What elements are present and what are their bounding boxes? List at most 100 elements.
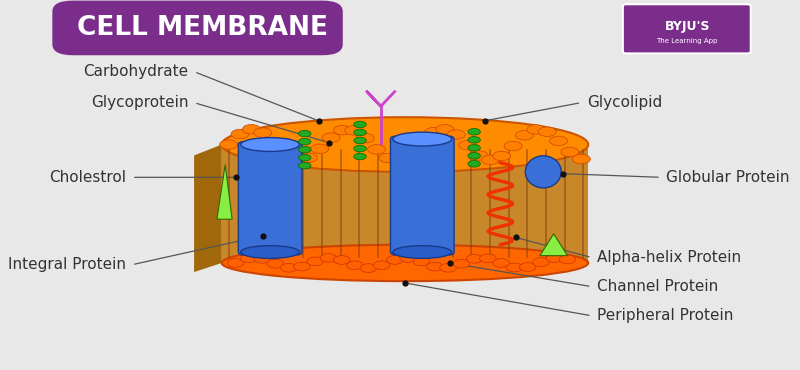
Circle shape: [298, 162, 311, 169]
Circle shape: [374, 261, 390, 270]
Ellipse shape: [393, 246, 452, 258]
Circle shape: [354, 137, 366, 144]
Circle shape: [354, 145, 366, 152]
Circle shape: [425, 128, 442, 137]
Circle shape: [334, 256, 350, 264]
Circle shape: [220, 140, 238, 149]
Circle shape: [345, 126, 362, 135]
Circle shape: [413, 137, 431, 147]
FancyBboxPatch shape: [390, 136, 454, 255]
Circle shape: [320, 253, 337, 262]
FancyBboxPatch shape: [623, 4, 750, 53]
FancyBboxPatch shape: [238, 142, 302, 255]
Circle shape: [277, 148, 294, 158]
Circle shape: [561, 147, 579, 157]
FancyBboxPatch shape: [52, 1, 342, 55]
Circle shape: [280, 263, 297, 272]
Circle shape: [356, 134, 374, 143]
Circle shape: [241, 254, 257, 263]
Circle shape: [559, 255, 576, 264]
Text: CELL MEMBRANE: CELL MEMBRANE: [77, 15, 327, 41]
Circle shape: [504, 141, 522, 151]
Circle shape: [426, 262, 443, 271]
Circle shape: [354, 129, 366, 136]
Circle shape: [468, 145, 480, 151]
Text: Glycolipid: Glycolipid: [587, 95, 662, 110]
Circle shape: [310, 144, 329, 154]
Circle shape: [470, 151, 488, 160]
Circle shape: [354, 153, 366, 160]
Circle shape: [479, 254, 496, 263]
Ellipse shape: [526, 156, 562, 188]
Circle shape: [298, 138, 311, 145]
Circle shape: [533, 258, 550, 266]
Circle shape: [515, 131, 534, 140]
Circle shape: [572, 154, 590, 164]
Text: Globular Protein: Globular Protein: [666, 170, 790, 185]
Circle shape: [468, 128, 480, 135]
Text: The Learning App: The Learning App: [657, 38, 718, 44]
Circle shape: [298, 130, 311, 137]
Circle shape: [440, 263, 456, 272]
Circle shape: [527, 125, 545, 134]
Circle shape: [453, 259, 470, 268]
Circle shape: [227, 259, 244, 267]
Circle shape: [413, 257, 430, 266]
Circle shape: [458, 141, 477, 150]
Circle shape: [354, 121, 366, 128]
Circle shape: [482, 155, 499, 165]
FancyBboxPatch shape: [222, 145, 588, 263]
Circle shape: [307, 257, 323, 266]
Ellipse shape: [222, 245, 588, 281]
Text: Channel Protein: Channel Protein: [598, 279, 718, 294]
Circle shape: [334, 125, 351, 135]
Text: Cholestrol: Cholestrol: [50, 170, 126, 185]
Circle shape: [265, 138, 283, 147]
Ellipse shape: [393, 132, 452, 146]
Circle shape: [267, 259, 284, 268]
Circle shape: [436, 125, 454, 134]
Circle shape: [254, 128, 272, 137]
Circle shape: [468, 137, 480, 143]
Text: Glycoprotein: Glycoprotein: [91, 95, 189, 110]
Circle shape: [538, 127, 556, 137]
Circle shape: [242, 125, 261, 134]
Circle shape: [550, 136, 567, 146]
Circle shape: [546, 254, 562, 262]
Circle shape: [254, 255, 270, 263]
Circle shape: [493, 259, 510, 268]
Circle shape: [402, 148, 420, 158]
Polygon shape: [217, 165, 232, 219]
Circle shape: [322, 133, 340, 142]
Circle shape: [379, 153, 397, 163]
Circle shape: [231, 130, 249, 139]
Circle shape: [468, 161, 480, 167]
Circle shape: [506, 263, 522, 272]
Circle shape: [400, 253, 417, 262]
Circle shape: [386, 256, 403, 264]
Circle shape: [466, 255, 483, 263]
Text: Alpha-helix Protein: Alpha-helix Protein: [598, 250, 742, 265]
Text: BYJU'S: BYJU'S: [664, 20, 710, 33]
Polygon shape: [194, 145, 222, 272]
Circle shape: [346, 261, 363, 270]
Ellipse shape: [241, 138, 299, 151]
Text: Carbohydrate: Carbohydrate: [83, 64, 189, 79]
Text: Peripheral Protein: Peripheral Protein: [598, 308, 734, 323]
Circle shape: [367, 145, 386, 154]
Text: Integral Protein: Integral Protein: [8, 257, 126, 272]
Circle shape: [493, 151, 510, 161]
Circle shape: [298, 147, 311, 153]
Circle shape: [468, 152, 480, 159]
Ellipse shape: [241, 246, 299, 258]
Circle shape: [519, 263, 536, 272]
Circle shape: [360, 264, 377, 272]
Circle shape: [294, 262, 310, 271]
Circle shape: [298, 154, 311, 161]
Circle shape: [447, 130, 465, 139]
Circle shape: [288, 155, 306, 164]
Circle shape: [390, 155, 408, 164]
Circle shape: [299, 153, 318, 162]
Ellipse shape: [222, 117, 588, 172]
Polygon shape: [540, 234, 567, 256]
